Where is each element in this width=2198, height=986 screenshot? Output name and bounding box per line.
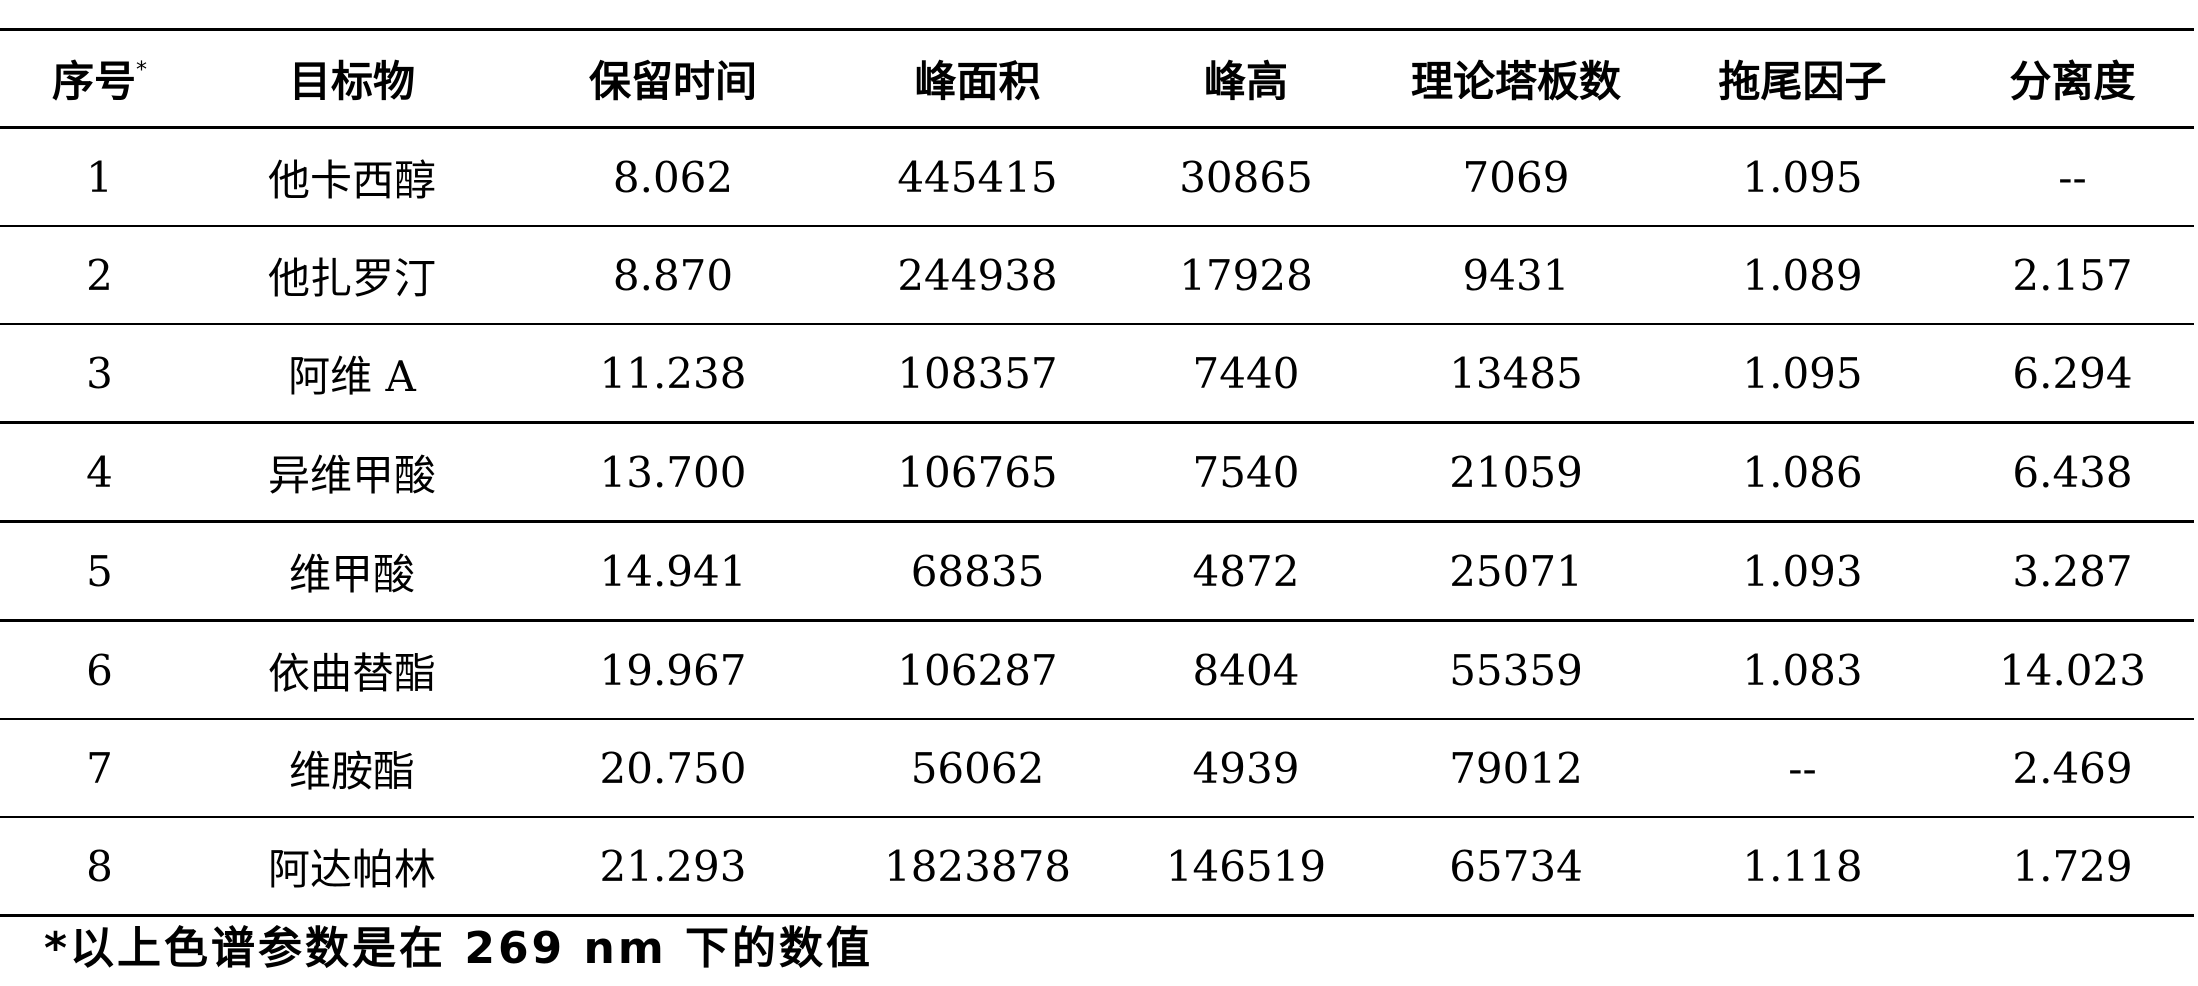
cell-index: 8 xyxy=(86,841,113,891)
cell-peak-height: 17928 xyxy=(1179,250,1313,300)
table-header-row: 序号* 目标物 保留时间 峰面积 峰高 理论塔板数 拖尾因子 分离度 xyxy=(0,29,2194,128)
cell-theoretical-plates: 7069 xyxy=(1462,152,1570,202)
cell-retention-time: 21.293 xyxy=(599,841,747,891)
table-row: 6 依曲替酯 19.967 106287 8404 55359 1.083 14.023 xyxy=(0,621,2194,719)
cell-peak-height: 30865 xyxy=(1179,152,1313,202)
cell-target: 阿达帕林 xyxy=(267,844,436,894)
cell-resolution: 6.294 xyxy=(2012,348,2133,398)
cell-index: 1 xyxy=(86,152,113,202)
cell-target: 他扎罗汀 xyxy=(267,253,436,303)
cell-theoretical-plates: 65734 xyxy=(1449,841,1583,891)
cell-target: 他卡西醇 xyxy=(267,155,436,205)
cell-peak-height: 4872 xyxy=(1192,546,1300,596)
cell-peak-area: 56062 xyxy=(910,743,1045,793)
cell-index: 5 xyxy=(86,546,113,596)
cell-tailing-factor: 1.095 xyxy=(1742,152,1863,202)
header-peak-height: 峰高 xyxy=(1203,57,1288,106)
cell-target: 依曲替酯 xyxy=(267,648,436,698)
cell-peak-area: 108357 xyxy=(897,348,1058,398)
cell-resolution: -- xyxy=(2058,152,2087,202)
header-theoretical-plates: 理论塔板数 xyxy=(1410,57,1621,106)
cell-resolution: 6.438 xyxy=(2012,447,2133,497)
table-row: 8 阿达帕林 21.293 1823878 146519 65734 1.118 1.729 xyxy=(0,817,2194,916)
table-body: 1 他卡西醇 8.062 445415 30865 7069 1.095 -- 2 他扎罗汀 8.8… xyxy=(0,128,2194,916)
cell-target: 阿维 A xyxy=(288,351,416,401)
table-row: 7 维胺酯 20.750 56062 4939 79012 -- 2.469 xyxy=(0,719,2194,817)
header-retention-time: 保留时间 xyxy=(588,57,757,106)
cell-index: 3 xyxy=(86,348,113,398)
cell-theoretical-plates: 25071 xyxy=(1449,546,1583,596)
cell-index: 2 xyxy=(86,250,113,300)
cell-resolution: 1.729 xyxy=(2012,841,2133,891)
cell-retention-time: 19.967 xyxy=(599,645,747,695)
chromatography-parameters-table: 序号* 目标物 保留时间 峰面积 峰高 理论塔板数 拖尾因子 分离度 1 他卡西醇… xyxy=(0,28,2194,917)
cell-retention-time: 8.870 xyxy=(612,250,734,300)
cell-tailing-factor: -- xyxy=(1788,743,1817,793)
cell-tailing-factor: 1.083 xyxy=(1742,645,1863,695)
cell-peak-area: 1823878 xyxy=(883,841,1072,891)
header-asterisk: * xyxy=(136,58,147,83)
cell-tailing-factor: 1.089 xyxy=(1742,250,1863,300)
table-row: 1 他卡西醇 8.062 445415 30865 7069 1.095 -- xyxy=(0,128,2194,226)
cell-peak-height: 146519 xyxy=(1165,841,1327,891)
table-row: 3 阿维 A 11.238 108357 7440 13485 1.095 6.294 xyxy=(0,324,2194,423)
cell-resolution: 14.023 xyxy=(1999,645,2146,695)
footnote: *以上色谱参数是在 269 nm 下的数值 xyxy=(44,923,873,974)
cell-peak-height: 7540 xyxy=(1192,447,1300,497)
cell-tailing-factor: 1.095 xyxy=(1742,348,1863,398)
cell-target: 维甲酸 xyxy=(288,549,415,599)
cell-theoretical-plates: 55359 xyxy=(1449,645,1583,695)
cell-index: 6 xyxy=(86,645,113,695)
header-tailing-factor: 拖尾因子 xyxy=(1718,57,1887,106)
header-peak-area: 峰面积 xyxy=(914,57,1041,106)
chromatography-table-container: 序号* 目标物 保留时间 峰面积 峰高 理论塔板数 拖尾因子 分离度 1 他卡西醇… xyxy=(0,28,2194,917)
cell-retention-time: 8.062 xyxy=(612,152,734,202)
header-resolution: 分离度 xyxy=(2009,57,2136,106)
cell-peak-area: 68835 xyxy=(910,546,1045,596)
cell-retention-time: 11.238 xyxy=(599,348,747,398)
cell-peak-height: 4939 xyxy=(1192,743,1300,793)
cell-retention-time: 20.750 xyxy=(599,743,747,793)
table-row: 5 维甲酸 14.941 68835 4872 25071 1.093 3.287 xyxy=(0,522,2194,621)
cell-retention-time: 13.700 xyxy=(599,447,747,497)
cell-peak-area: 244938 xyxy=(897,250,1058,300)
table-row: 4 异维甲酸 13.700 106765 7540 21059 1.086 6.438 xyxy=(0,423,2194,522)
header-index: 序号* xyxy=(51,57,147,106)
cell-theoretical-plates: 9431 xyxy=(1462,250,1570,300)
cell-peak-area: 106765 xyxy=(897,447,1058,497)
cell-resolution: 2.469 xyxy=(2012,743,2133,793)
cell-index: 7 xyxy=(86,743,113,793)
cell-peak-area: 106287 xyxy=(897,645,1058,695)
cell-target: 异维甲酸 xyxy=(267,450,436,500)
cell-peak-area: 445415 xyxy=(897,152,1058,202)
table-row: 2 他扎罗汀 8.870 244938 17928 9431 1.089 2.157 xyxy=(0,226,2194,324)
cell-peak-height: 8404 xyxy=(1192,645,1300,695)
cell-tailing-factor: 1.093 xyxy=(1742,546,1863,596)
cell-peak-height: 7440 xyxy=(1192,348,1300,398)
cell-retention-time: 14.941 xyxy=(599,546,747,596)
cell-resolution: 2.157 xyxy=(2012,250,2133,300)
cell-tailing-factor: 1.086 xyxy=(1742,447,1863,497)
cell-tailing-factor: 1.118 xyxy=(1742,841,1863,891)
cell-resolution: 3.287 xyxy=(2012,546,2133,596)
cell-target: 维胺酯 xyxy=(288,746,415,796)
cell-theoretical-plates: 13485 xyxy=(1449,348,1583,398)
header-target: 目标物 xyxy=(288,57,415,106)
cell-index: 4 xyxy=(86,447,113,497)
cell-theoretical-plates: 79012 xyxy=(1449,743,1583,793)
cell-theoretical-plates: 21059 xyxy=(1449,447,1583,497)
